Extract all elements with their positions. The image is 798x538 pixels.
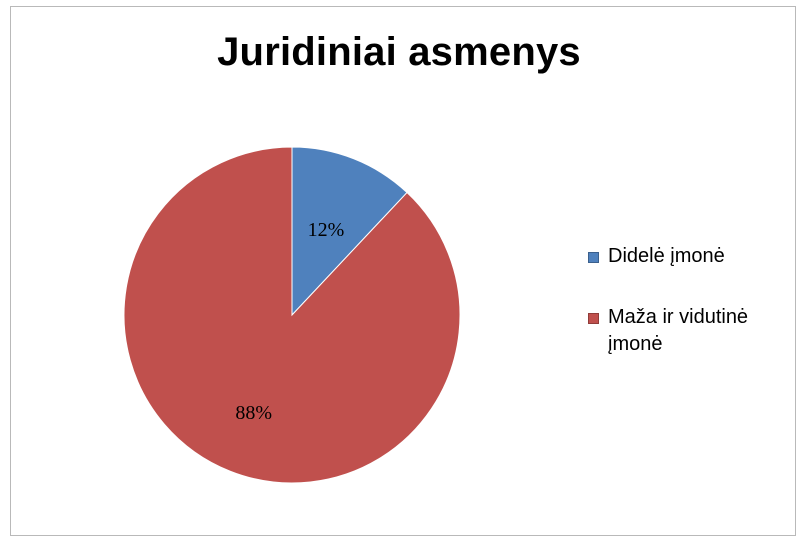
legend-swatch-0 xyxy=(588,252,599,263)
pie-labels: 12% 88% xyxy=(235,219,344,424)
legend-swatch-1 xyxy=(588,313,599,324)
pie-slice-0 xyxy=(291,146,408,317)
legend-item-1: Maža ir vidutinė įmonė xyxy=(588,304,793,358)
legend-label-0: Didelė įmonė xyxy=(608,245,725,267)
pie-slice-1 xyxy=(123,146,461,484)
legend: Didelė įmonė Maža ir vidutinė įmonė xyxy=(588,243,793,392)
chart-title: Juridiniai asmenys xyxy=(217,30,581,74)
legend-label-1: Maža ir vidutinė įmonė xyxy=(608,306,749,355)
pie-slices xyxy=(123,146,461,484)
slice-value-label-0: 12% xyxy=(308,219,345,241)
legend-item-0: Didelė įmonė xyxy=(588,243,793,270)
slice-value-label-1: 88% xyxy=(235,402,272,424)
